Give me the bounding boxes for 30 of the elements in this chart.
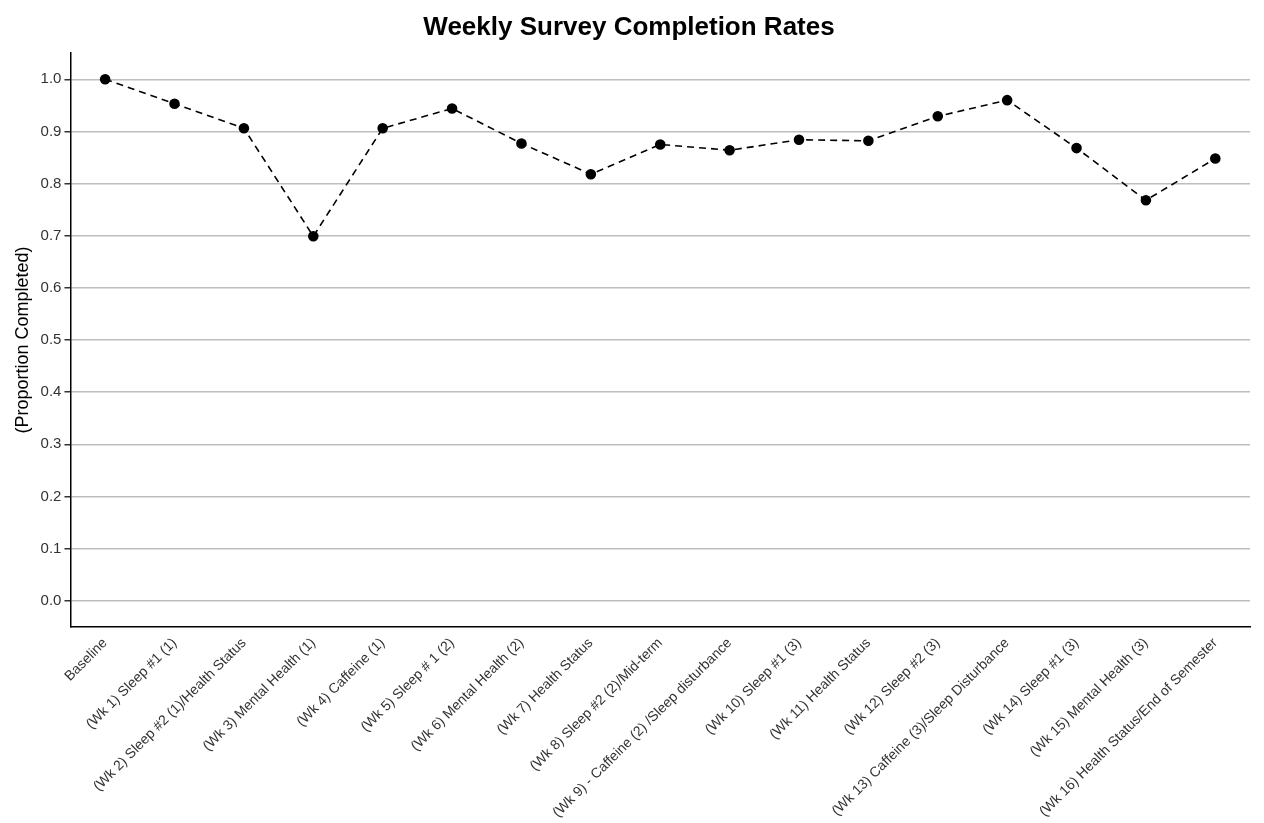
- y-axis-title: (Proportion Completed): [11, 246, 32, 434]
- y-tick-label: 0.5: [40, 330, 62, 348]
- point: [724, 144, 735, 156]
- y-tick-label: 0.9: [40, 121, 62, 139]
- y-tick-label: 0.1: [40, 538, 62, 556]
- point: [516, 138, 527, 149]
- y-tick-label: 0.6: [40, 278, 62, 296]
- y-tick-label: 0.0: [40, 590, 62, 608]
- point: [238, 123, 250, 134]
- point: [169, 98, 180, 110]
- point: [446, 103, 458, 114]
- y-tick-label: 1.0: [40, 69, 62, 87]
- y-tick-label: 0.2: [40, 486, 62, 504]
- point: [863, 135, 874, 147]
- point: [654, 139, 666, 150]
- point: [377, 123, 388, 134]
- point: [932, 111, 944, 122]
- y-tick-label: 0.4: [40, 382, 62, 400]
- point: [585, 168, 597, 180]
- point: [1140, 194, 1152, 206]
- point: [99, 73, 111, 85]
- point: [308, 230, 319, 242]
- point: [1210, 153, 1221, 164]
- y-tick-label: 0.8: [40, 173, 62, 191]
- y-tick-label: 0.3: [40, 434, 62, 452]
- point: [1071, 142, 1082, 154]
- point: [1001, 94, 1013, 106]
- point: [793, 134, 805, 146]
- y-tick-label: 0.7: [40, 225, 62, 243]
- chart-title: Weekly Survey Completion Rates: [423, 10, 835, 41]
